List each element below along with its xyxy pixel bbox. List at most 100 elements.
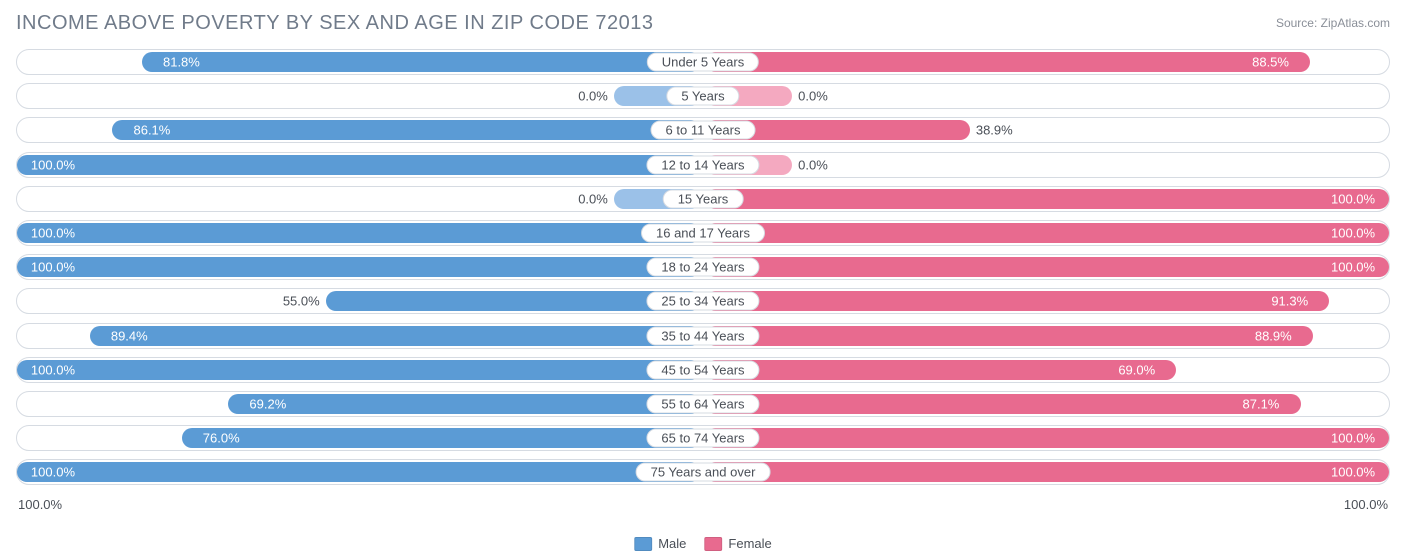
chart-source: Source: ZipAtlas.com (1276, 16, 1390, 30)
male-half: 100.0% (17, 460, 703, 484)
male-half: 69.2% (17, 392, 703, 416)
legend-item-female: Female (704, 536, 771, 551)
chart-rows: 81.8%88.5%Under 5 Years0.0%0.0%5 Years86… (16, 49, 1390, 485)
male-value-label: 69.2% (249, 396, 286, 411)
category-label: 55 to 64 Years (646, 394, 759, 413)
category-label: 18 to 24 Years (646, 258, 759, 277)
chart-row: 55.0% 91.3% 25 to 34 Years (16, 288, 1390, 314)
female-value-label: 0.0% (798, 157, 828, 172)
male-half: 55.0% (17, 289, 703, 313)
male-bar (142, 52, 701, 72)
female-value-label: 69.0% (1118, 362, 1155, 377)
chart-row: 86.1% 38.9% 6 to 11 Years (16, 117, 1390, 143)
axis-right-label: 100.0% (1344, 497, 1388, 512)
chart-title: INCOME ABOVE POVERTY BY SEX AND AGE IN Z… (16, 12, 653, 35)
female-half: 100.0% (703, 255, 1389, 279)
male-half: 100.0% (17, 221, 703, 245)
male-value-label: 100.0% (31, 225, 75, 240)
male-value-label: 100.0% (31, 260, 75, 275)
male-bar (17, 462, 701, 482)
female-bar (705, 257, 1389, 277)
chart-row: 0.0%0.0%5 Years (16, 83, 1390, 109)
female-half: 87.1% (703, 392, 1389, 416)
female-half: 100.0% (703, 187, 1389, 211)
female-bar (705, 189, 1389, 209)
chart-row: 81.8% 88.5%Under 5 Years (16, 49, 1390, 75)
chart-container: INCOME ABOVE POVERTY BY SEX AND AGE IN Z… (0, 0, 1406, 559)
male-half: 100.0% (17, 255, 703, 279)
chart-row: 69.2% 87.1% 55 to 64 Years (16, 391, 1390, 417)
female-half: 91.3% (703, 289, 1389, 313)
category-label: 12 to 14 Years (646, 155, 759, 174)
male-half: 100.0% (17, 153, 703, 177)
category-label: 5 Years (666, 87, 739, 106)
female-bar (705, 291, 1329, 311)
female-half: 38.9% (703, 118, 1389, 142)
chart-row: 100.0% 100.0% 16 and 17 Years (16, 220, 1390, 246)
male-half: 100.0% (17, 358, 703, 382)
female-value-label: 87.1% (1243, 396, 1280, 411)
female-value-label: 100.0% (1331, 225, 1375, 240)
female-half: 88.9% (703, 324, 1389, 348)
female-value-label: 100.0% (1331, 191, 1375, 206)
chart-row: 76.0%100.0%65 to 74 Years (16, 425, 1390, 451)
female-value-label: 38.9% (976, 123, 1013, 138)
male-bar (17, 223, 701, 243)
female-value-label: 88.9% (1255, 328, 1292, 343)
male-bar (112, 120, 701, 140)
chart-row: 100.0%69.0%45 to 54 Years (16, 357, 1390, 383)
chart-row: 100.0% 100.0% 18 to 24 Years (16, 254, 1390, 280)
male-half: 0.0% (17, 187, 703, 211)
female-value-label: 91.3% (1271, 294, 1308, 309)
chart-header: INCOME ABOVE POVERTY BY SEX AND AGE IN Z… (16, 12, 1390, 35)
male-bar (17, 360, 701, 380)
legend-label-male: Male (658, 536, 686, 551)
male-bar (228, 394, 701, 414)
male-value-label: 55.0% (283, 294, 320, 309)
female-half: 100.0% (703, 221, 1389, 245)
female-value-label: 100.0% (1331, 465, 1375, 480)
legend-swatch-female (704, 537, 722, 551)
male-value-label: 100.0% (31, 465, 75, 480)
category-label: Under 5 Years (647, 53, 759, 72)
male-half: 0.0% (17, 84, 703, 108)
chart-row: 100.0% 100.0% 75 Years and over (16, 459, 1390, 485)
female-value-label: 100.0% (1331, 260, 1375, 275)
male-half: 86.1% (17, 118, 703, 142)
female-half: 88.5% (703, 50, 1389, 74)
axis-left-label: 100.0% (18, 497, 62, 512)
male-value-label: 100.0% (31, 362, 75, 377)
legend-swatch-male (634, 537, 652, 551)
male-bar (182, 428, 701, 448)
legend-label-female: Female (728, 536, 771, 551)
legend: Male Female (634, 536, 772, 551)
male-bar (17, 257, 701, 277)
male-bar (326, 291, 701, 311)
axis-row: 100.0% 100.0% (16, 493, 1390, 512)
category-label: 15 Years (663, 189, 744, 208)
female-bar (705, 394, 1301, 414)
chart-row: 100.0% 0.0% 12 to 14 Years (16, 152, 1390, 178)
category-label: 16 and 17 Years (641, 223, 765, 242)
female-half: 100.0% (703, 426, 1389, 450)
legend-item-male: Male (634, 536, 686, 551)
male-value-label: 81.8% (163, 55, 200, 70)
female-half: 100.0% (703, 460, 1389, 484)
category-label: 25 to 34 Years (646, 292, 759, 311)
female-bar (705, 52, 1310, 72)
category-label: 6 to 11 Years (651, 121, 756, 140)
female-half: 0.0% (703, 153, 1389, 177)
female-bar (705, 462, 1389, 482)
male-half: 89.4% (17, 324, 703, 348)
chart-row: 0.0% 100.0% 15 Years (16, 186, 1390, 212)
female-half: 69.0% (703, 358, 1389, 382)
female-half: 0.0% (703, 84, 1389, 108)
female-bar (705, 428, 1389, 448)
category-label: 75 Years and over (636, 463, 771, 482)
female-value-label: 100.0% (1331, 431, 1375, 446)
male-value-label: 100.0% (31, 157, 75, 172)
male-bar (17, 155, 701, 175)
male-half: 81.8% (17, 50, 703, 74)
female-value-label: 0.0% (798, 89, 828, 104)
male-value-label: 76.0% (203, 431, 240, 446)
